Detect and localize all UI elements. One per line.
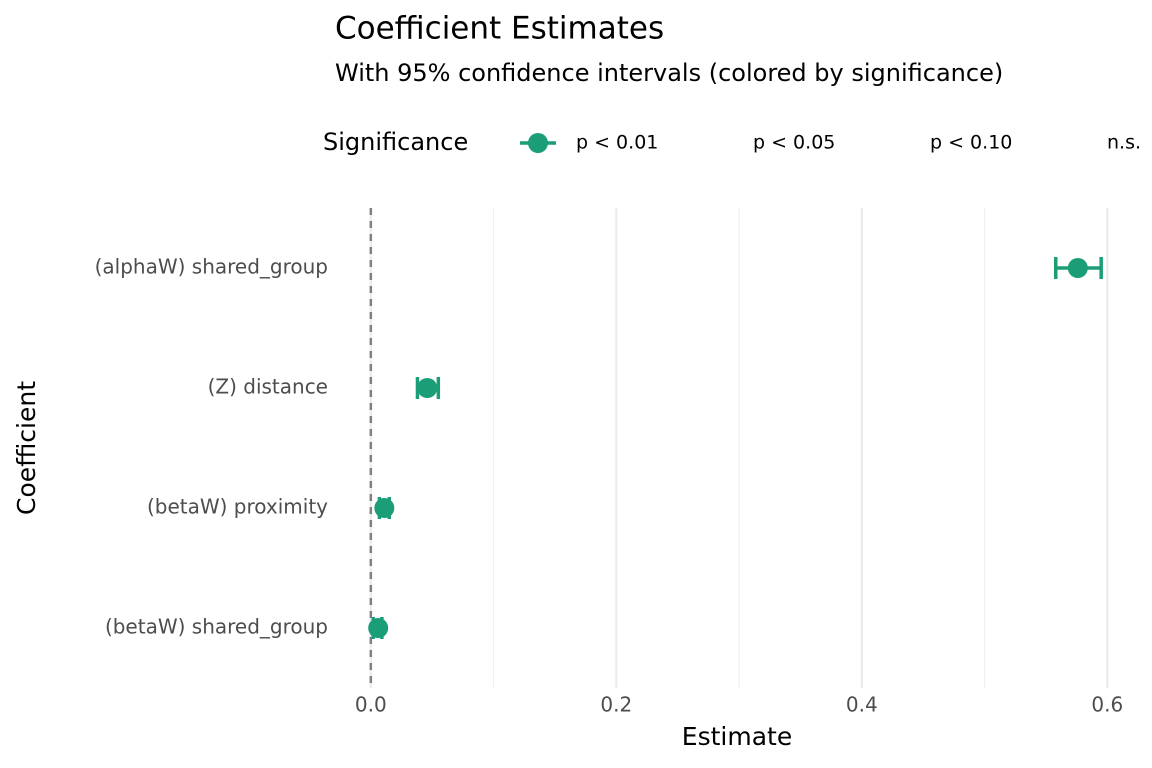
y-tick-label: (betaW) shared_group: [105, 615, 328, 639]
legend-title: Significance: [323, 128, 468, 156]
legend-label: p < 0.01: [576, 132, 658, 154]
x-tick-label: 0.4: [846, 693, 878, 717]
x-tick-label: 0.2: [600, 693, 632, 717]
chart-title: Coefficient Estimates: [335, 11, 664, 47]
point: [368, 618, 389, 638]
x-axis-label: Estimate: [682, 722, 792, 751]
y-axis-label: Coefficient: [12, 381, 41, 515]
point: [374, 498, 395, 518]
legend-label: p < 0.05: [753, 132, 835, 154]
x-tick-label: 0.0: [355, 693, 387, 717]
legend-key-point: [528, 133, 548, 153]
chart-subtitle: With 95% confidence intervals (colored b…: [335, 59, 1003, 87]
legend-label: p < 0.10: [930, 132, 1012, 154]
legend-label: n.s.: [1107, 132, 1141, 154]
y-tick-label: (alphaW) shared_group: [95, 255, 328, 279]
point: [1067, 258, 1088, 278]
y-tick-label: (Z) distance: [208, 375, 328, 399]
x-tick-label: 0.6: [1091, 693, 1123, 717]
y-tick-label: (betaW) proximity: [147, 495, 328, 519]
point: [417, 378, 438, 398]
